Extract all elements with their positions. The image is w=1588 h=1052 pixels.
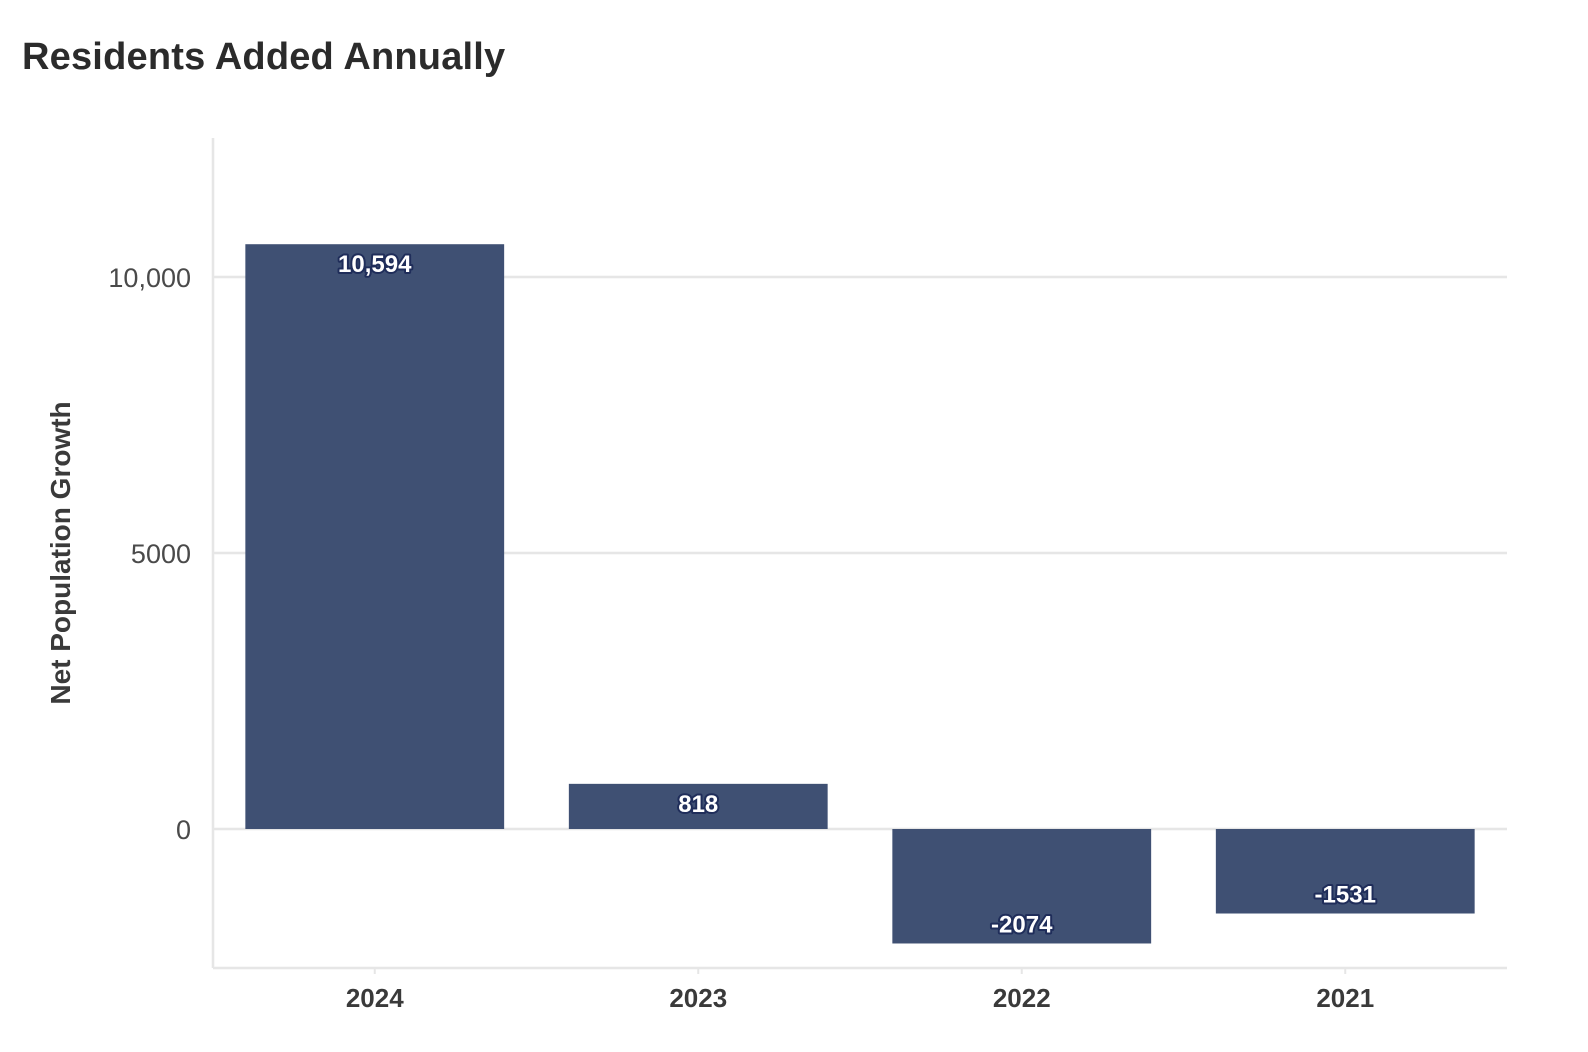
bar-2021	[1215, 829, 1475, 914]
data-label-2022: -2074	[991, 911, 1053, 938]
y-tick-label: 5000	[131, 539, 191, 569]
y-tick-label: 0	[176, 815, 191, 845]
x-tick-label-2023: 2023	[669, 983, 727, 1013]
data-label-2023: 818	[678, 791, 718, 818]
bar-2024	[245, 244, 505, 830]
y-tick-label: 10,000	[108, 263, 191, 293]
data-label-2024: 10,594	[338, 251, 412, 278]
data-label-2021: -1531	[1315, 882, 1376, 909]
tick-labels: 0 5000 10,000 2024 2023 2022 2021	[108, 263, 1374, 1013]
y-axis-label: Net Population Growth	[45, 401, 76, 704]
bars	[245, 244, 1475, 944]
axes	[211, 138, 1507, 974]
x-tick-label-2021: 2021	[1316, 983, 1374, 1013]
bar-2023	[568, 783, 828, 829]
bar-2022	[892, 829, 1152, 944]
x-tick-label-2024: 2024	[346, 983, 404, 1013]
chart-title: Residents Added Annually	[22, 36, 506, 78]
data-labels: 10,594 818 -2074 -1531	[336, 249, 1378, 940]
x-tick-label-2022: 2022	[993, 983, 1051, 1013]
